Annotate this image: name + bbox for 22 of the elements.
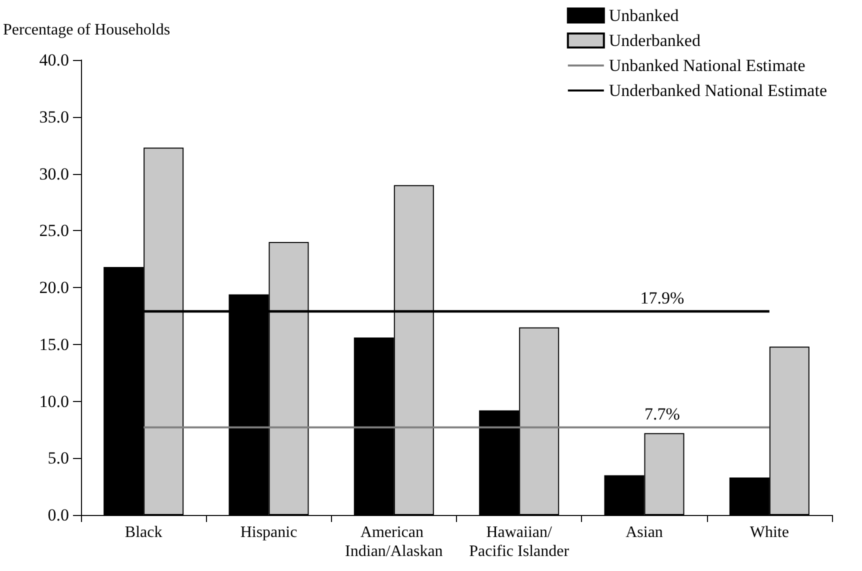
x-tick-label: Hispanic: [240, 524, 298, 541]
y-tick-label: 0.0: [48, 506, 69, 524]
y-tick-label: 5.0: [48, 448, 69, 468]
y-tick-label: 15.0: [39, 334, 69, 354]
x-tick-label: White: [750, 524, 789, 541]
x-tick-label: Hawaiian/Pacific Islander: [469, 524, 570, 560]
legend-label: Unbanked: [608, 6, 680, 25]
y-tick-label: 35.0: [39, 107, 69, 126]
x-tick-label: Black: [124, 524, 162, 541]
data-label: 7.7%: [644, 404, 680, 424]
legend-label: Unbanked National Estimate: [608, 56, 806, 75]
y-tick-label: 20.0: [39, 278, 69, 297]
x-tick-label: Asian: [626, 524, 663, 541]
y-tick-label: 30.0: [39, 164, 69, 184]
y-axis-title: Percentage of Households: [3, 22, 170, 38]
y-tick-label: 40.0: [39, 50, 69, 70]
y-tick-label: 10.0: [39, 392, 69, 411]
legend-label: Underbanked: [608, 31, 701, 50]
y-tick-label: 25.0: [39, 221, 69, 240]
x-tick-label: American Indian/Alaskan: [345, 524, 443, 560]
data-label: 17.9%: [640, 288, 684, 308]
legend-label: Underbanked National Estimate: [608, 81, 828, 100]
